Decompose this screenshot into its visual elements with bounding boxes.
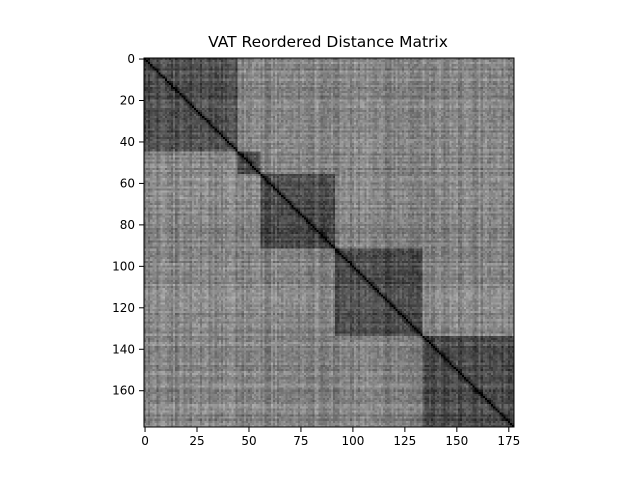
x-tick-label: 75 — [293, 434, 308, 448]
plot-frame — [143, 57, 515, 428]
y-tick-label: 160 — [112, 384, 135, 398]
x-tick-label: 25 — [189, 434, 204, 448]
distance-matrix-image — [144, 58, 514, 427]
x-tick-label: 0 — [141, 434, 149, 448]
y-tick-label: 40 — [120, 135, 135, 149]
y-axis: 0 20 40 60 80 100 120 140 160 — [112, 52, 144, 398]
y-tick-label: 60 — [120, 176, 135, 190]
y-tick-label: 0 — [127, 52, 135, 66]
y-tick-label: 140 — [112, 342, 135, 356]
y-tick-label: 80 — [120, 218, 135, 232]
x-tick-label: 175 — [497, 434, 520, 448]
x-tick-label: 50 — [241, 434, 256, 448]
x-tick-label: 125 — [393, 434, 416, 448]
plot-area — [143, 57, 515, 428]
x-axis: 0 25 50 75 100 125 150 175 — [141, 427, 520, 448]
y-tick-label: 100 — [112, 259, 135, 273]
x-tick-label: 150 — [445, 434, 468, 448]
y-tick-label: 20 — [120, 93, 135, 107]
y-tick-label: 120 — [112, 301, 135, 315]
x-tick-label: 100 — [341, 434, 364, 448]
chart-title: VAT Reordered Distance Matrix — [208, 33, 448, 51]
